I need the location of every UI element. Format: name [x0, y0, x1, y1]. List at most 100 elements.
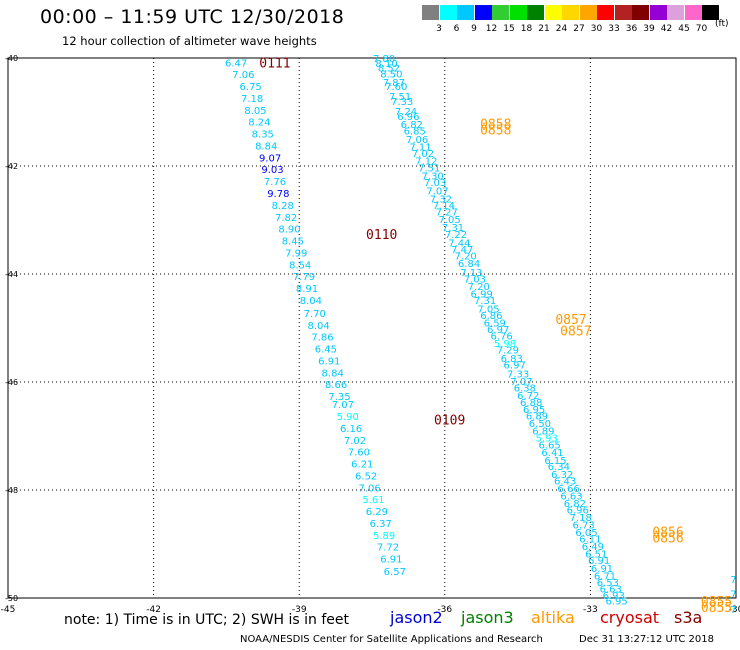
mission-jason3: jason3	[461, 608, 514, 627]
data-point-label: 8.10	[375, 59, 397, 70]
data-point-label: 7.44	[448, 239, 470, 250]
data-point-label: 8.52	[378, 64, 400, 75]
time-label: 0109	[434, 413, 465, 428]
data-point-label: 7.35	[328, 392, 350, 403]
data-point-label: 7.72	[377, 543, 399, 554]
data-point-label: 6.96	[397, 112, 419, 123]
data-point-label: 6.91	[318, 356, 340, 367]
data-point-label: 7.70	[304, 309, 326, 320]
time-label: 0855	[701, 601, 732, 616]
data-point-label: 6.38	[514, 383, 536, 394]
data-point-label: 6.45	[315, 345, 337, 356]
color-scale-label: 39	[643, 24, 655, 34]
data-point-label: 8.84	[255, 141, 277, 152]
x-tick-label: -42	[146, 605, 161, 615]
data-point-label: 6.21	[351, 460, 373, 471]
data-point-label: 8.54	[289, 260, 311, 271]
data-point-label: 7.51	[389, 92, 411, 103]
data-point-label: 7.31	[442, 223, 464, 234]
time-label: 0858	[480, 123, 511, 138]
data-point-label: 6.91	[588, 556, 610, 567]
data-point-label: 6.93	[603, 591, 625, 602]
color-scale-label: 3	[436, 24, 442, 34]
data-point-label: 7.79	[293, 272, 315, 283]
data-point-label: 7.82	[275, 213, 297, 224]
time-label: 0857	[560, 325, 591, 340]
mission-altika: altika	[531, 608, 575, 627]
color-swatch	[439, 5, 457, 20]
data-point-label: 7.87	[383, 78, 405, 89]
data-point-label: 7.33	[391, 97, 413, 108]
data-point-label: 6.34	[548, 462, 570, 473]
x-tick-label: -36	[437, 605, 452, 615]
color-scale-units: (ft)	[715, 19, 729, 29]
data-point-label: 6.97	[504, 361, 526, 372]
data-point-label: 7.02	[344, 436, 366, 447]
y-tick-label: -40	[5, 54, 18, 63]
data-point-label: 6.32	[551, 470, 573, 481]
data-point-label: 6.50	[529, 419, 551, 430]
x-tick-label: -30	[729, 605, 740, 615]
data-point-label: 6.43	[554, 476, 576, 487]
data-point-label: 7.29	[497, 346, 519, 357]
data-point-label: 8.66	[325, 380, 347, 391]
data-point-label: 8.24	[248, 118, 270, 129]
data-point-label: 6.41	[541, 448, 563, 459]
color-scale-label: 21	[538, 24, 550, 34]
data-point-label: 8.50	[380, 70, 402, 81]
data-point-label: 7.47	[451, 245, 473, 256]
color-swatch	[579, 5, 597, 20]
data-point-label: 6.75	[240, 82, 262, 93]
data-point-label: 7.06	[358, 483, 380, 494]
data-point-label: 7.13	[460, 268, 482, 279]
data-point-label: 8.35	[252, 130, 274, 141]
data-point-label: 6.65	[538, 441, 560, 452]
data-point-label: 6.51	[585, 550, 607, 561]
data-point-label: 7.99	[285, 248, 307, 259]
x-tick-label: -39	[292, 605, 307, 615]
data-point-label: 6.29	[366, 507, 388, 518]
data-point-label: 8.91	[296, 284, 318, 295]
color-scale-label: 24	[555, 24, 568, 34]
data-point-label: 6.57	[384, 567, 406, 578]
data-point-label: 6.72	[517, 391, 539, 402]
data-point-label: 8.05	[244, 106, 266, 117]
data-point-label: 6.99	[471, 289, 493, 300]
data-point-label: 7.12	[415, 157, 437, 168]
data-point-label: 6.95	[605, 597, 627, 608]
color-swatch	[649, 5, 667, 20]
data-point-label: 7.32	[430, 194, 452, 205]
data-point-label: 6.76	[490, 332, 512, 343]
data-point-label: 6.82	[564, 499, 586, 510]
data-point-label: 6.73	[572, 521, 594, 532]
data-point-label: 7	[730, 590, 736, 601]
data-point-label: 7.27	[436, 207, 458, 218]
y-tick-label: -50	[5, 594, 18, 603]
credit-text: NOAA/NESDIS Center for Satellite Applica…	[240, 634, 543, 645]
data-point-label: 6.89	[526, 411, 548, 422]
data-point-label: 7.22	[445, 230, 467, 241]
data-point-label: 7.07	[426, 186, 448, 197]
data-point-label: 5.98	[494, 339, 516, 350]
data-point-label: 6.71	[594, 571, 616, 582]
time-label: 0111	[259, 56, 290, 71]
data-point-label: 6.97	[487, 325, 509, 336]
data-point-label: 7.24	[395, 107, 417, 118]
data-point-label: 7	[730, 575, 736, 586]
time-label: 0856	[652, 532, 683, 547]
data-point-label: 9.03	[261, 165, 283, 176]
color-scale-label: 36	[625, 24, 638, 34]
data-point-label: 7.11	[409, 143, 431, 154]
y-tick-label: -46	[5, 378, 18, 387]
data-point-label: 7.51	[418, 164, 440, 175]
data-point-label: 7.05	[477, 305, 499, 316]
data-point-label: 7.05	[439, 215, 461, 226]
data-point-label: 6.91	[591, 564, 613, 575]
data-point-label: 6.37	[370, 519, 392, 530]
color-scale-label: 15	[503, 24, 515, 34]
data-point-label: 8.04	[307, 321, 329, 332]
data-point-label: 6.95	[523, 405, 545, 416]
y-tick-label: -44	[5, 270, 18, 279]
